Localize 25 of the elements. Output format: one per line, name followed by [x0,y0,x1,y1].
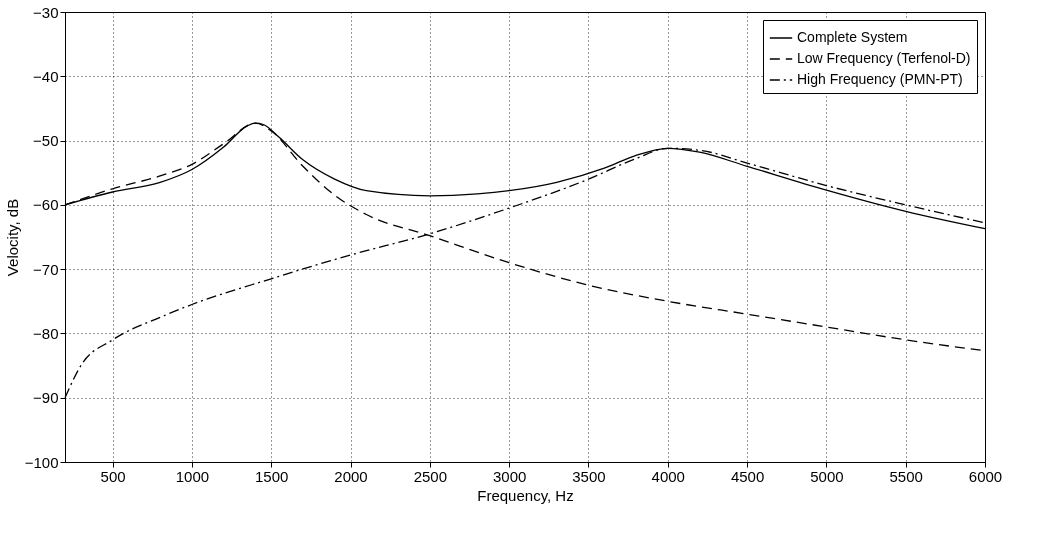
x-tick-label: 2000 [334,467,368,485]
x-tick-label: 500 [100,467,126,485]
x-tick-label: 4000 [651,467,685,485]
x-axis-title: Frequency, Hz [477,486,574,504]
legend-label: Complete System [797,29,908,45]
legend-label: Low Frequency (Terfenol-D) [797,50,971,66]
x-tick-label: 3500 [572,467,606,485]
x-tick-label: 1500 [255,467,289,485]
y-tick-label: −40 [33,67,59,85]
y-tick-label: −90 [33,389,59,407]
x-tick-label: 6000 [968,467,1003,485]
x-tick-label: 3000 [492,467,527,485]
y-tick-label: −30 [33,3,59,21]
y-tick-label: −60 [33,196,59,214]
y-tick-label: −80 [33,324,59,342]
x-tick-label: 1000 [175,467,210,485]
y-tick-label: −70 [33,260,59,278]
y-axis-title: Velocity, dB [3,198,21,277]
y-tick-label: −100 [24,453,59,471]
x-tick-label: 2500 [413,467,448,485]
y-tick-label: −50 [33,132,59,150]
legend-label: High Frequency (PMN-PT) [797,71,963,87]
x-tick-label: 4500 [730,467,765,485]
x-tick-label: 5500 [889,467,923,485]
x-tick-label: 5000 [810,467,844,485]
